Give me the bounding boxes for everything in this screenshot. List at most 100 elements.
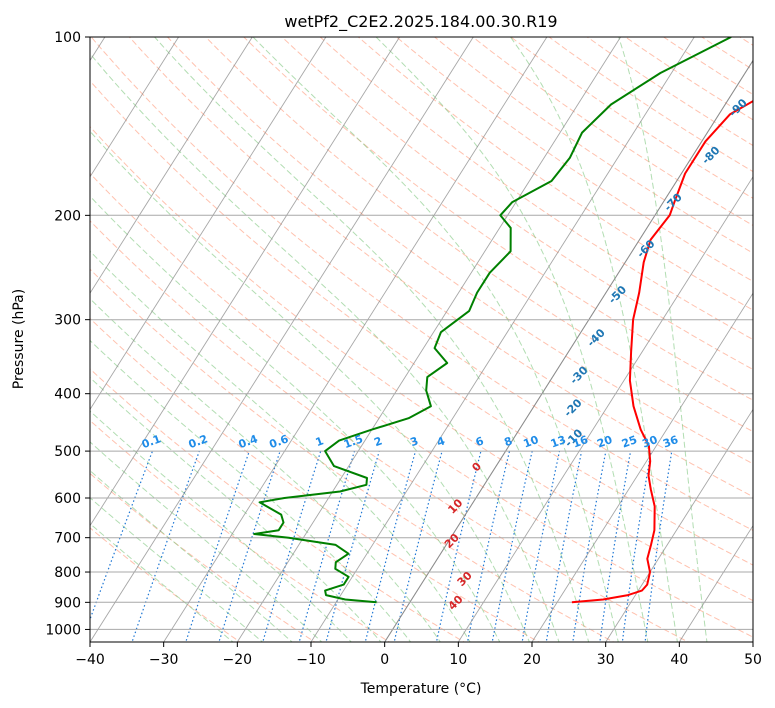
dry-adiabat-label: -70 bbox=[662, 190, 685, 213]
moist-adiabat-line bbox=[618, 37, 708, 642]
mixing-ratio-label: 4 bbox=[435, 434, 447, 449]
profile-series bbox=[253, 37, 753, 604]
moist-adiabat-line bbox=[252, 37, 619, 642]
x-tick-label: −10 bbox=[296, 652, 326, 668]
y-tick-label: 600 bbox=[54, 491, 81, 507]
dry-adiabat-line bbox=[90, 527, 241, 642]
mixing-ratio-line bbox=[393, 450, 443, 642]
mixing-ratio-line bbox=[325, 450, 380, 642]
isotherm-line bbox=[752, 641, 753, 642]
dry-adiabat-label: -40 bbox=[585, 326, 608, 349]
mixing-ratio-label: 0.6 bbox=[268, 432, 291, 451]
y-tick-label: 800 bbox=[54, 565, 81, 581]
x-tick-label: 0 bbox=[380, 652, 389, 668]
isotherm-line bbox=[90, 37, 179, 178]
mixing-ratio-label: 0.4 bbox=[237, 432, 260, 451]
mixing-ratio-line bbox=[621, 450, 652, 642]
moist-adiabat-line bbox=[375, 37, 649, 642]
mixing-ratio-label: 13 bbox=[549, 433, 568, 450]
dry-adiabat-line bbox=[90, 268, 615, 642]
mixing-ratio-label: 25 bbox=[620, 433, 639, 450]
mixing-ratio-label: 0.2 bbox=[187, 432, 210, 451]
dry-adiabat-line bbox=[90, 368, 466, 642]
y-tick-label: 100 bbox=[54, 30, 81, 46]
mixing-ratio-line bbox=[185, 450, 250, 642]
y-tick-label: 1000 bbox=[45, 622, 81, 638]
dry-adiabat-line bbox=[90, 419, 391, 642]
dry-adiabat-line bbox=[128, 37, 753, 498]
dry-adiabat-label: -90 bbox=[727, 96, 750, 119]
dry-adiabats bbox=[90, 24, 775, 645]
mixing-ratio-line bbox=[131, 450, 200, 642]
mixing-ratio-line bbox=[545, 450, 583, 642]
dry-adiabat-label: -60 bbox=[634, 237, 657, 260]
dry-adiabat-line bbox=[243, 37, 753, 401]
mixing-ratio-label: 36 bbox=[661, 433, 680, 451]
mixing-ratio-label: 6 bbox=[474, 434, 486, 449]
dry-adiabat-line bbox=[166, 37, 753, 465]
dry-adiabat-line bbox=[90, 37, 753, 531]
moist-adiabat-line bbox=[90, 441, 323, 642]
moist-adiabat-line bbox=[90, 52, 560, 642]
chart-title: wetPf2_C2E2.2025.184.00.30.R19 bbox=[284, 12, 557, 32]
mixing-ratio-line bbox=[298, 450, 356, 642]
dry-adiabat-line bbox=[757, 24, 775, 645]
x-tick-label: 10 bbox=[449, 652, 467, 668]
dry-adiabat-line bbox=[395, 37, 753, 282]
x-tick-label: −40 bbox=[75, 652, 105, 668]
y-tick-label: 900 bbox=[54, 595, 81, 611]
y-tick-label: 400 bbox=[54, 387, 81, 403]
mixing-ratio-line bbox=[521, 450, 561, 642]
moist-adiabat-label: 40 bbox=[446, 592, 466, 612]
temperature-profile-line bbox=[571, 99, 753, 604]
mixing-ratio-line bbox=[262, 450, 322, 642]
y-tick-label: 700 bbox=[54, 531, 81, 547]
moist-adiabat-line bbox=[90, 250, 471, 642]
dry-adiabat-line bbox=[205, 37, 753, 433]
dry-adiabat-line bbox=[90, 80, 753, 566]
dry-adiabat-line bbox=[90, 126, 753, 602]
x-axis-label: Temperature (°C) bbox=[360, 681, 482, 697]
zero-isotherm-line bbox=[384, 59, 753, 642]
moist-adiabat-line bbox=[90, 410, 353, 642]
moist-adiabat-line bbox=[510, 37, 678, 642]
x-tick-label: 40 bbox=[670, 652, 688, 668]
mixing-ratio-label: 8 bbox=[502, 434, 514, 449]
mixing-ratio-line bbox=[364, 450, 417, 642]
dry-adiabat-label: -30 bbox=[567, 363, 590, 386]
mixing-ratio-label: 3 bbox=[408, 434, 420, 449]
y-tick-label: 500 bbox=[54, 444, 81, 460]
y-tick-label: 300 bbox=[54, 313, 81, 329]
isotherm-line bbox=[90, 37, 474, 642]
isotherm-line bbox=[90, 37, 253, 295]
moist-adiabat-line bbox=[154, 37, 590, 642]
mixing-ratio-label: 1 bbox=[314, 434, 326, 449]
isotherm-line bbox=[236, 37, 621, 642]
moist-adiabat-line bbox=[90, 469, 293, 642]
isotherm-line bbox=[163, 37, 548, 642]
plot-frame bbox=[89, 36, 754, 643]
isotherm-line bbox=[605, 408, 753, 642]
isotherm-line bbox=[90, 37, 327, 411]
moist-adiabat-label: 20 bbox=[442, 531, 462, 551]
dry-adiabat-line bbox=[90, 172, 753, 638]
mixing-ratio-label: 16 bbox=[571, 433, 590, 451]
y-axis-ticks: 100 200 300 400 500 600 700 800 900 1000 bbox=[45, 30, 90, 638]
x-tick-label: 50 bbox=[744, 652, 762, 668]
moist-adiabat-line bbox=[90, 497, 264, 642]
dry-adiabat-label: -100 bbox=[767, 42, 775, 71]
x-axis-ticks: −40 −30 −20 −10 0 10 20 30 40 50 bbox=[75, 642, 762, 668]
x-tick-label: 20 bbox=[523, 652, 541, 668]
x-tick-label: −30 bbox=[149, 652, 179, 668]
mixing-ratio-label: 10 bbox=[522, 433, 541, 451]
moist-adiabat-line bbox=[90, 195, 501, 642]
isobars bbox=[90, 37, 753, 630]
dry-adiabat-line bbox=[90, 472, 316, 642]
moist-adiabat-line bbox=[90, 523, 234, 642]
mixing-ratio-line bbox=[491, 450, 533, 642]
x-tick-label: −20 bbox=[223, 652, 253, 668]
